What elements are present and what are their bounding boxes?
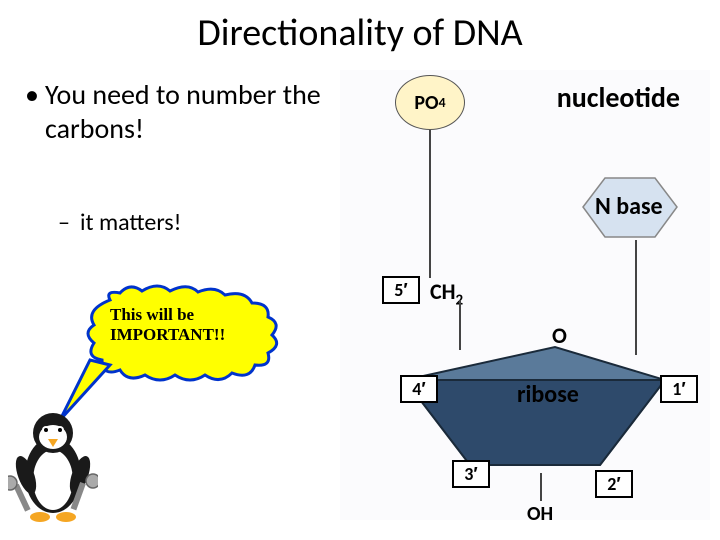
- callout-line2: IMPORTANT!!: [110, 325, 225, 344]
- page-title: Directionality of DNA: [0, 10, 720, 56]
- ch2-text: CH: [430, 278, 456, 305]
- carbon-1-prime-box: 1′: [660, 375, 698, 403]
- ribose-label: ribose: [517, 380, 579, 409]
- carbon-5-prime-box: 5′: [382, 276, 420, 304]
- carbon-4-prime-box: 4′: [400, 375, 438, 403]
- phosphate-label: PO: [414, 91, 438, 115]
- bullet-main: You need to number the carbons!: [45, 78, 345, 145]
- bullet-sub: it matters!: [80, 208, 181, 237]
- oh-label: OH: [527, 502, 553, 526]
- phosphate-group: PO4: [395, 75, 465, 130]
- phosphate-sub: 4: [439, 94, 446, 111]
- ribose-pentagon: [395, 345, 675, 475]
- carbon-3-prime-box: 3′: [452, 460, 490, 488]
- oh-bond-line: [540, 473, 542, 501]
- carbon-2-prime-box: 2′: [595, 470, 633, 498]
- callout-line1: This will be: [110, 305, 194, 324]
- nucleotide-label: nucleotide: [557, 80, 680, 115]
- penguin-icon: [8, 405, 98, 525]
- phosphate-bond-line: [429, 130, 431, 278]
- nbase-bond-line: [635, 240, 637, 355]
- n-base-label: N base: [595, 192, 663, 221]
- ch2-bond-line: [459, 300, 461, 350]
- callout-text: This will be IMPORTANT!!: [110, 305, 280, 346]
